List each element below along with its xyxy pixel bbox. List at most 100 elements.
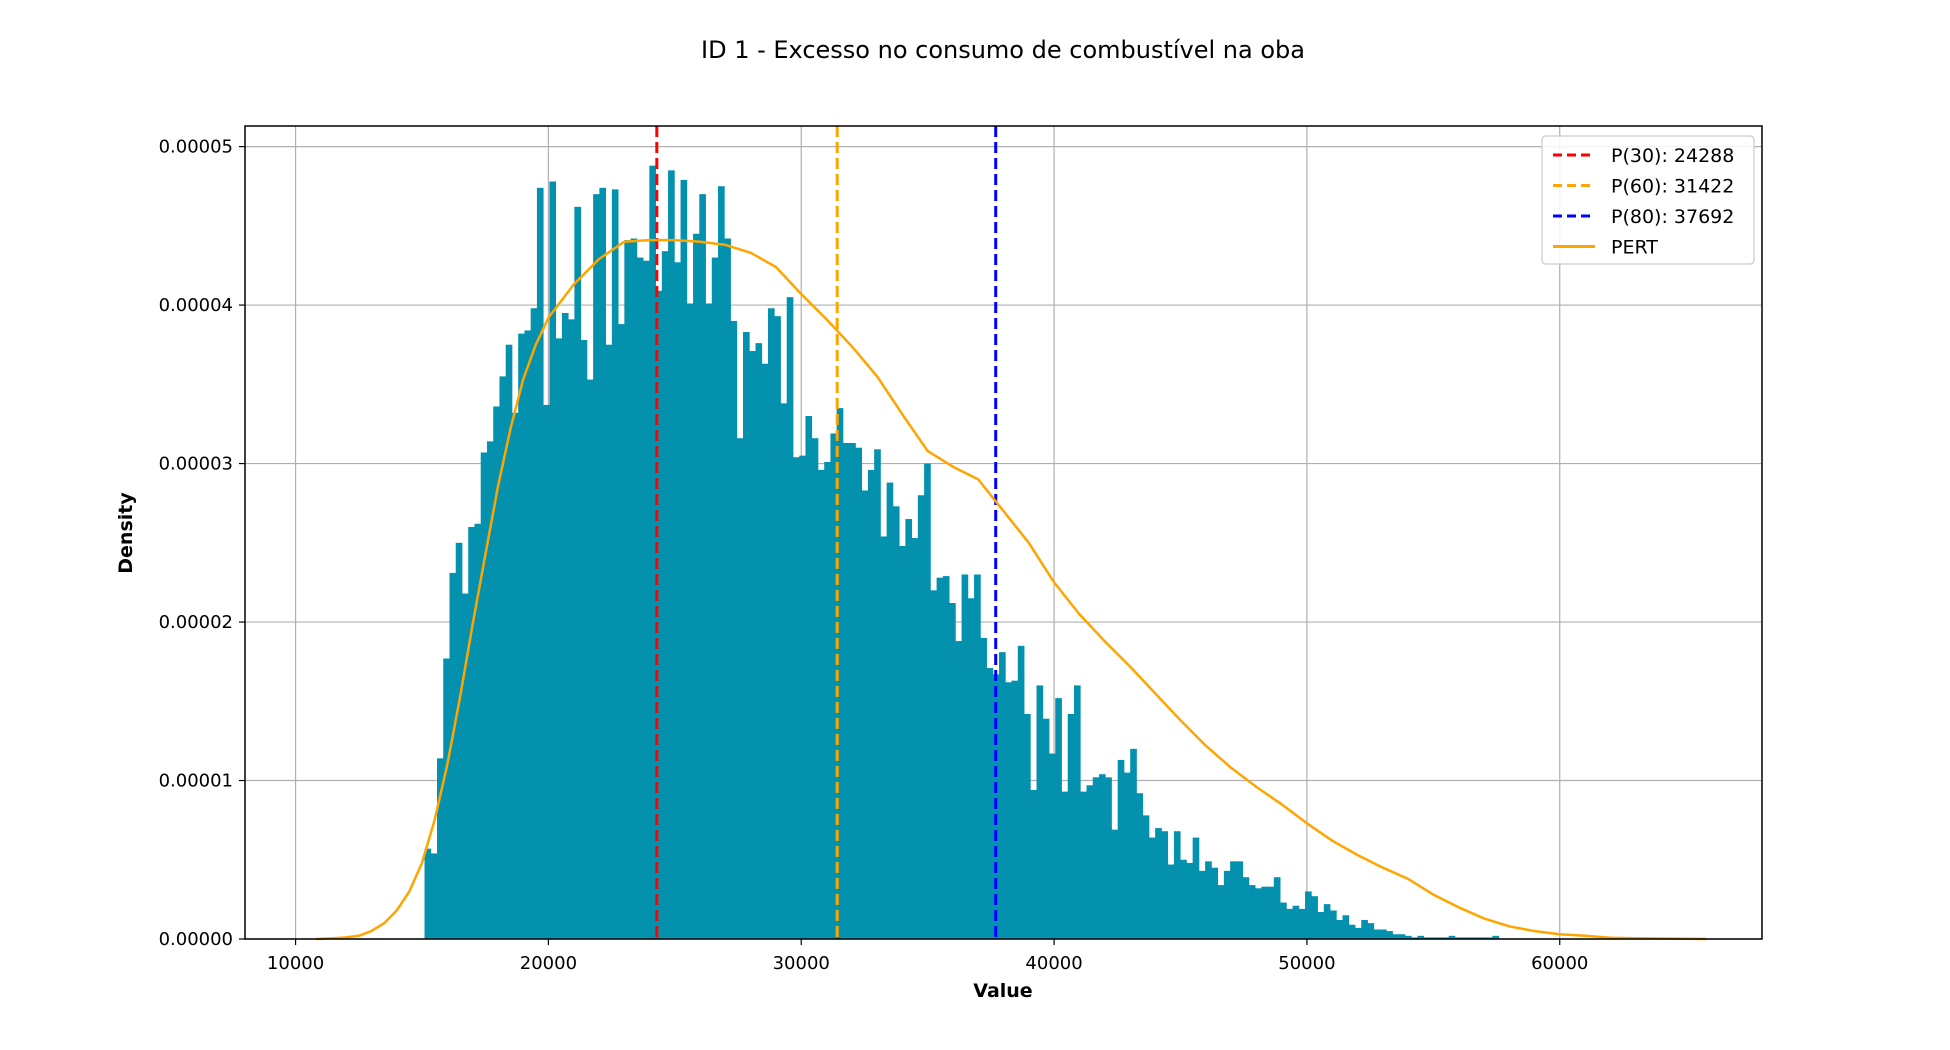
histogram-bar — [1130, 748, 1137, 939]
y-tick-label: 0.00005 — [159, 137, 233, 158]
histogram-bar — [1236, 861, 1244, 939]
legend-items: P(30): 24288 P(60): 31422 P(80): 37692 PERT — [1553, 145, 1734, 259]
histogram-bar — [686, 303, 694, 939]
histogram-bar — [711, 257, 719, 939]
x-tick-label: 60000 — [1531, 953, 1588, 974]
histogram-bar — [1454, 937, 1462, 939]
histogram-bar — [1367, 923, 1375, 939]
histogram-bar — [1355, 927, 1362, 939]
histogram-bar — [655, 290, 663, 939]
histogram-bar — [749, 351, 756, 940]
legend-label: P(60): 31422 — [1611, 176, 1734, 198]
histogram-bar — [999, 652, 1006, 939]
histogram-bar — [786, 297, 794, 939]
histogram-bar — [524, 330, 532, 939]
histogram-bar — [1273, 877, 1281, 939]
histogram-bar — [1248, 885, 1256, 939]
legend: P(30): 24288 P(60): 31422 P(80): 37692 PERT — [1541, 135, 1755, 265]
histogram-bar — [1348, 924, 1356, 939]
histogram-bar — [1411, 937, 1418, 939]
histogram-bar — [1098, 774, 1106, 939]
histogram-bar — [1242, 877, 1250, 939]
histogram-bar — [886, 482, 894, 939]
histogram-bar — [1255, 888, 1262, 939]
histogram-bar — [1317, 912, 1325, 939]
histogram-bar — [461, 593, 469, 939]
histogram-bar — [549, 181, 557, 939]
histogram-bar — [855, 447, 863, 939]
x-tick-label: 40000 — [1025, 953, 1082, 974]
histogram-bar — [730, 320, 738, 939]
histogram-bar — [974, 574, 981, 939]
histogram-bar — [1461, 937, 1468, 939]
histogram-bar — [1117, 759, 1125, 939]
x-tick-label: 50000 — [1278, 953, 1335, 974]
histogram-bar — [630, 238, 638, 940]
y-axis-title: Density — [115, 492, 137, 574]
histogram-bar — [936, 577, 944, 939]
histogram-bar — [1298, 908, 1306, 939]
histogram-bars — [424, 165, 1500, 940]
histogram-bar — [811, 438, 819, 939]
histogram-bar — [1429, 937, 1437, 939]
histogram-bar — [761, 363, 769, 939]
histogram-bar — [499, 376, 507, 939]
histogram-bar — [699, 194, 706, 940]
histogram-bar — [1223, 870, 1231, 939]
histogram-bar — [1280, 902, 1287, 939]
histogram-bar — [817, 469, 825, 939]
histogram-bar — [1092, 777, 1100, 939]
histogram-bar — [1136, 793, 1144, 939]
y-tick-label: 0.00000 — [159, 929, 233, 950]
histogram-bar — [480, 452, 488, 939]
histogram-bar — [586, 379, 594, 939]
histogram-bar — [1030, 790, 1037, 939]
histogram-bar — [1073, 685, 1081, 939]
histogram-bar — [474, 523, 482, 939]
histogram-bar — [580, 339, 588, 939]
histogram-bar — [955, 641, 962, 939]
histogram-bar — [774, 316, 781, 940]
histogram-bar — [1361, 919, 1368, 939]
histogram-bar — [1423, 937, 1431, 939]
histogram-bar — [1305, 891, 1312, 939]
histogram-bar — [530, 308, 538, 939]
histogram-bar — [568, 319, 575, 939]
histogram-bar — [1042, 718, 1050, 939]
histogram-bar — [1123, 772, 1131, 939]
histogram-bar — [493, 406, 500, 939]
histogram-bar — [1011, 680, 1019, 939]
histogram-bar — [1024, 713, 1031, 939]
histogram-bar — [1167, 864, 1175, 939]
histogram-bar — [986, 668, 994, 939]
histogram-bar — [824, 461, 831, 939]
chart-title: ID 1 - Excesso no consumo de combustível… — [701, 36, 1305, 64]
histogram-bar — [693, 233, 700, 939]
histogram-bar — [736, 438, 744, 939]
histogram-bar — [836, 408, 844, 939]
histogram-bar — [611, 189, 619, 939]
histogram-bar — [792, 457, 800, 939]
histogram-bar — [1186, 862, 1194, 939]
legend-label: P(30): 24288 — [1611, 145, 1734, 167]
histogram-bar — [543, 404, 550, 940]
histogram-bar — [961, 574, 969, 939]
histogram-bar — [1292, 905, 1300, 939]
histogram-bar — [1286, 908, 1293, 939]
histogram-bar — [799, 455, 806, 939]
histogram-bar — [867, 469, 875, 939]
histogram-bar — [880, 536, 888, 939]
histogram-bar — [649, 165, 656, 940]
histogram-bar — [1336, 919, 1343, 939]
histogram-bar — [1398, 934, 1406, 939]
histogram-bar — [1467, 937, 1475, 939]
histogram-bar — [1448, 935, 1456, 939]
histogram-bar — [486, 441, 494, 939]
histogram-bar — [536, 187, 544, 940]
histogram-bar — [674, 262, 681, 940]
histogram-bar — [1373, 929, 1381, 939]
histogram-bar — [661, 251, 669, 939]
histogram-bar — [967, 598, 975, 939]
histogram-bar — [830, 433, 838, 939]
